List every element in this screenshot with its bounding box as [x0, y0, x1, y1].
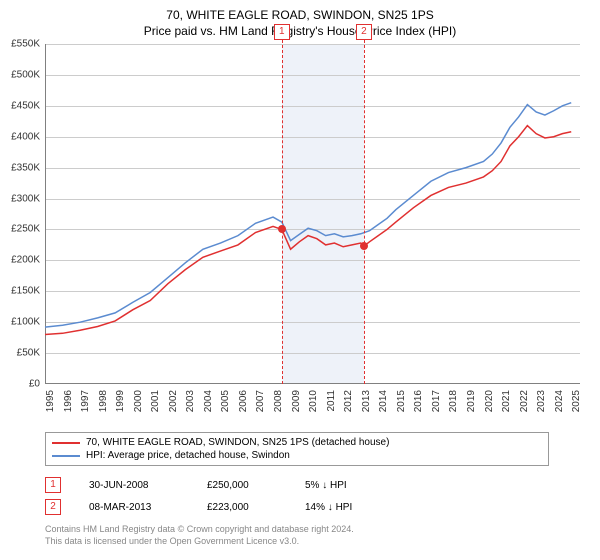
- legend-item: HPI: Average price, detached house, Swin…: [52, 449, 542, 462]
- y-tick-label: £50K: [17, 348, 40, 359]
- sale-dot: [278, 225, 286, 233]
- chart-title: 70, WHITE EAGLE ROAD, SWINDON, SN25 1PS: [0, 0, 600, 22]
- sale-hpi: 5% ↓ HPI: [305, 480, 395, 491]
- x-tick-label: 2002: [168, 390, 179, 412]
- x-tick-label: 2024: [554, 390, 565, 412]
- y-tick-label: £0: [29, 379, 40, 390]
- legend: 70, WHITE EAGLE ROAD, SWINDON, SN25 1PS …: [45, 432, 549, 466]
- sales-table: 1 30-JUN-2008 £250,000 5% ↓ HPI 2 08-MAR…: [45, 474, 395, 518]
- plot-area: 12 £0£50K£100K£150K£200K£250K£300K£350K£…: [45, 44, 580, 384]
- x-tick-label: 2021: [501, 390, 512, 412]
- legend-swatch: [52, 455, 80, 457]
- x-tick-label: 2009: [291, 390, 302, 412]
- y-tick-label: £200K: [11, 255, 40, 266]
- y-tick-label: £250K: [11, 224, 40, 235]
- sale-vline: [282, 40, 283, 384]
- x-tick-label: 2008: [273, 390, 284, 412]
- legend-item: 70, WHITE EAGLE ROAD, SWINDON, SN25 1PS …: [52, 436, 542, 449]
- y-tick-label: £100K: [11, 317, 40, 328]
- x-tick-label: 1998: [98, 390, 109, 412]
- x-tick-label: 2000: [133, 390, 144, 412]
- x-tick-label: 1997: [80, 390, 91, 412]
- series-line: [45, 103, 571, 327]
- sale-dot: [360, 242, 368, 250]
- x-tick-label: 2016: [413, 390, 424, 412]
- x-tick-label: 2022: [519, 390, 530, 412]
- x-tick-label: 2006: [238, 390, 249, 412]
- sale-row: 1 30-JUN-2008 £250,000 5% ↓ HPI: [45, 474, 395, 496]
- chart-subtitle: Price paid vs. HM Land Registry's House …: [0, 22, 600, 44]
- x-tick-label: 1999: [115, 390, 126, 412]
- series-line: [45, 126, 571, 335]
- legend-label: 70, WHITE EAGLE ROAD, SWINDON, SN25 1PS …: [86, 437, 389, 448]
- x-tick-label: 2020: [484, 390, 495, 412]
- x-tick-label: 2010: [308, 390, 319, 412]
- x-tick-label: 2023: [536, 390, 547, 412]
- y-tick-label: £350K: [11, 162, 40, 173]
- legend-label: HPI: Average price, detached house, Swin…: [86, 450, 290, 461]
- footer-attribution: Contains HM Land Registry data © Crown c…: [45, 524, 354, 547]
- x-tick-label: 2007: [255, 390, 266, 412]
- y-tick-label: £500K: [11, 69, 40, 80]
- y-tick-label: £300K: [11, 193, 40, 204]
- sale-row: 2 08-MAR-2013 £223,000 14% ↓ HPI: [45, 496, 395, 518]
- y-tick-label: £550K: [11, 39, 40, 50]
- x-tick-label: 1995: [45, 390, 56, 412]
- x-tick-label: 2025: [571, 390, 582, 412]
- x-tick-label: 2004: [203, 390, 214, 412]
- x-tick-label: 2014: [378, 390, 389, 412]
- x-tick-label: 2019: [466, 390, 477, 412]
- x-tick-label: 2001: [150, 390, 161, 412]
- x-tick-label: 2013: [361, 390, 372, 412]
- x-tick-label: 1996: [63, 390, 74, 412]
- x-tick-label: 2005: [220, 390, 231, 412]
- footer-line: Contains HM Land Registry data © Crown c…: [45, 524, 354, 536]
- sale-marker: 2: [45, 499, 61, 515]
- sale-marker-flag: 1: [274, 24, 290, 40]
- sale-price: £250,000: [207, 480, 277, 491]
- footer-line: This data is licensed under the Open Gov…: [45, 536, 354, 548]
- x-tick-label: 2012: [343, 390, 354, 412]
- x-tick-label: 2011: [326, 390, 337, 412]
- sale-marker-flag: 2: [356, 24, 372, 40]
- sale-date: 08-MAR-2013: [89, 502, 179, 513]
- y-tick-label: £450K: [11, 100, 40, 111]
- sale-vline: [364, 40, 365, 384]
- y-tick-label: £400K: [11, 131, 40, 142]
- x-tick-label: 2017: [431, 390, 442, 412]
- sale-marker: 1: [45, 477, 61, 493]
- sale-hpi: 14% ↓ HPI: [305, 502, 395, 513]
- x-tick-label: 2003: [185, 390, 196, 412]
- sale-date: 30-JUN-2008: [89, 480, 179, 491]
- legend-swatch: [52, 442, 80, 444]
- y-tick-label: £150K: [11, 286, 40, 297]
- chart-container: 70, WHITE EAGLE ROAD, SWINDON, SN25 1PS …: [0, 0, 600, 560]
- x-tick-label: 2015: [396, 390, 407, 412]
- line-chart-svg: [45, 44, 580, 384]
- x-tick-label: 2018: [448, 390, 459, 412]
- sale-price: £223,000: [207, 502, 277, 513]
